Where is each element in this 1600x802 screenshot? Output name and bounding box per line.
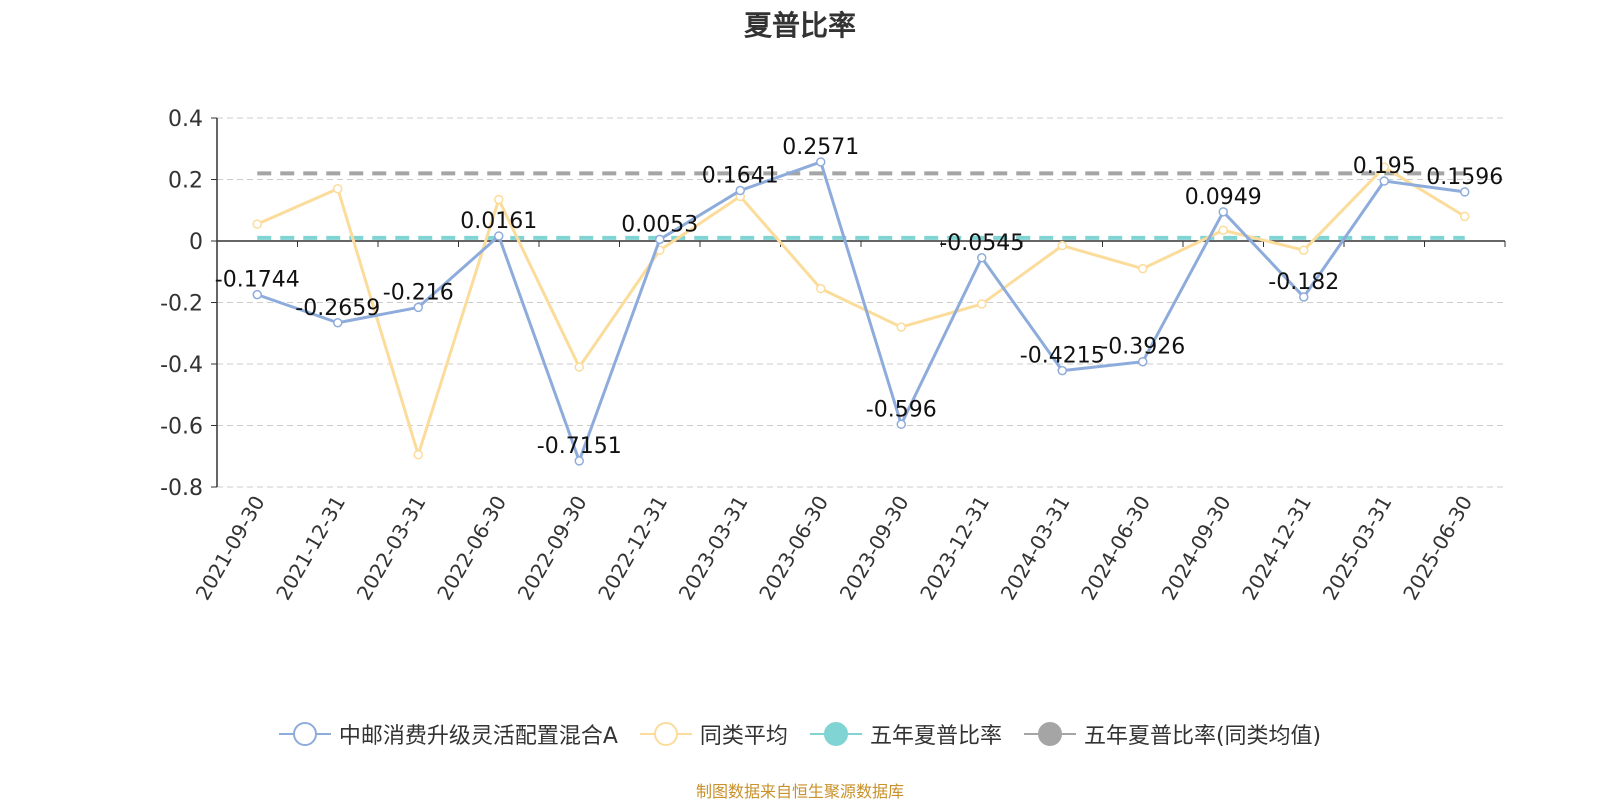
- legend: 中邮消费升级灵活配置混合A 同类平均 五年夏普比率 五年夏普比率(同类均值): [0, 718, 1600, 750]
- peer-average-data-point: [574, 362, 584, 372]
- legend-item-fund[interactable]: 中邮消费升级灵活配置混合A: [278, 718, 618, 750]
- fund-data-point: [1218, 207, 1228, 217]
- x-tick-label: 2023-12-31: [915, 492, 994, 605]
- peer-average-data-point: [1460, 211, 1470, 222]
- y-tick-label: -0.4: [160, 353, 203, 378]
- x-tick-label: 2023-06-30: [754, 492, 833, 605]
- fund-data-point: [1379, 176, 1389, 186]
- x-tick-label: 2024-06-30: [1076, 492, 1155, 605]
- fund-data-point: [1460, 187, 1470, 197]
- fund-data-point: [252, 289, 262, 300]
- peer-average-data-point: [977, 299, 987, 309]
- legend-swatch-fund: [278, 722, 331, 746]
- legend-label-five-year-peer: 五年夏普比率(同类均值): [1083, 724, 1322, 749]
- legend-item-five-year[interactable]: 五年夏普比率: [809, 718, 1002, 750]
- source-note: 制图数据来自恒生聚源数据库: [695, 782, 904, 801]
- legend-swatch-five-year-peer: [1023, 722, 1076, 746]
- peer-average-data-point: [1299, 245, 1309, 255]
- fund-data-point: [655, 234, 665, 245]
- fund-data-label: 0.0949: [1185, 185, 1262, 210]
- fund-data-label: -0.3926: [1100, 335, 1185, 360]
- x-tick-label: 2022-12-31: [593, 492, 672, 605]
- fund-data-point: [1057, 365, 1067, 376]
- fund-data-point: [735, 185, 745, 196]
- fund-data-label: 0.2571: [782, 135, 859, 160]
- fund-data-point: [816, 157, 826, 167]
- y-tick-label: -0.6: [160, 415, 203, 440]
- x-tick-label: 2023-03-31: [674, 492, 753, 605]
- fund-data-point: [1299, 292, 1309, 302]
- fund-data-label: 0.1641: [702, 164, 779, 189]
- x-tick-label: 2022-06-30: [432, 492, 511, 605]
- fund-data-point: [977, 253, 987, 263]
- fund-data-point: [574, 456, 584, 466]
- legend-swatch-peer: [639, 722, 692, 746]
- fund-data-label: -0.216: [383, 280, 454, 305]
- fund-data-label: -0.0545: [939, 231, 1024, 256]
- fund-data-point: [333, 318, 343, 328]
- fund-data-label: 0.0053: [621, 212, 698, 237]
- fund-data-label: 0.195: [1353, 154, 1416, 179]
- legend-item-five-year-peer[interactable]: 五年夏普比率(同类均值): [1023, 718, 1322, 750]
- y-tick-label: 0.4: [168, 107, 203, 132]
- peer-average-data-point: [494, 194, 504, 205]
- peer-average-data-point: [252, 219, 262, 229]
- x-tick-label: 2024-03-31: [996, 492, 1075, 605]
- legend-item-peer[interactable]: 同类平均: [639, 718, 788, 750]
- chart-title: 夏普比率: [743, 9, 856, 42]
- fund-data-label: -0.4215: [1020, 344, 1105, 369]
- x-tick-label: 2025-03-31: [1318, 492, 1397, 605]
- peer-average-series-line: [256, 165, 1466, 457]
- fund-data-label: -0.182: [1268, 270, 1339, 295]
- peer-average-data-point: [1138, 263, 1148, 274]
- y-tick-label: 0: [189, 230, 203, 255]
- x-tick-label: 2021-12-31: [271, 492, 350, 605]
- fund-data-point: [896, 419, 906, 430]
- x-tick-label: 2024-09-30: [1157, 492, 1236, 605]
- fund-data-label: -0.596: [866, 397, 937, 422]
- x-tick-label: 2022-09-30: [513, 492, 592, 605]
- fund-data-label: 0.0161: [460, 209, 537, 234]
- peer-average-data-point: [413, 449, 423, 460]
- fund-data-point: [413, 302, 423, 313]
- x-tick-label: 2024-12-31: [1237, 492, 1316, 605]
- fund-data-point: [1138, 356, 1148, 367]
- x-tick-label: 2023-09-30: [835, 492, 914, 605]
- peer-average-data-point: [1379, 162, 1389, 172]
- fund-data-label: 0.1596: [1426, 165, 1503, 190]
- fund-data-label: -0.2659: [295, 296, 380, 321]
- legend-label-five-year: 五年夏普比率: [869, 724, 1002, 749]
- y-tick-label: 0.2: [168, 169, 203, 194]
- x-tick-label: 2025-06-30: [1398, 492, 1477, 605]
- peer-average-data-point: [333, 183, 343, 194]
- y-tick-label: -0.8: [160, 476, 203, 501]
- y-tick-label: -0.2: [160, 292, 203, 317]
- x-tick-label: 2021-09-30: [191, 492, 270, 605]
- peer-average-data-point: [896, 322, 906, 332]
- legend-label-peer: 同类平均: [699, 724, 788, 749]
- legend-swatch-five-year: [809, 722, 862, 746]
- fund-data-point: [494, 231, 504, 241]
- fund-series-line: [256, 160, 1465, 463]
- peer-average-data-point: [1218, 225, 1228, 235]
- x-tick-label: 2022-03-31: [352, 492, 431, 605]
- peer-average-data-point: [816, 283, 826, 294]
- peer-average-data-point: [1057, 240, 1067, 251]
- fund-data-label: -0.7151: [537, 434, 622, 459]
- legend-label-fund: 中邮消费升级灵活配置混合A: [338, 724, 618, 749]
- fund-data-label: -0.1744: [215, 268, 300, 293]
